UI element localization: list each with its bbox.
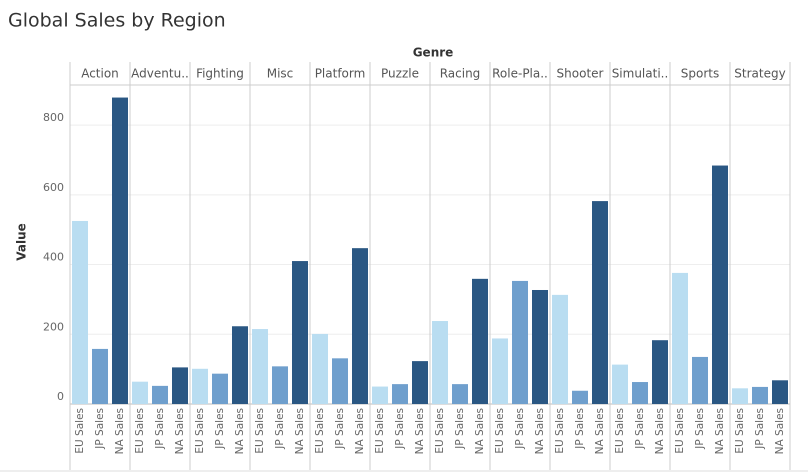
y-axis-title: Value: [15, 223, 29, 261]
bar: [272, 366, 288, 404]
x-tick-label: EU Sales: [314, 408, 326, 454]
x-tick-label: JP Sales: [634, 408, 646, 450]
bar: [392, 384, 408, 404]
bar: [352, 248, 368, 404]
x-tick-label: JP Sales: [694, 408, 706, 450]
x-tick-label: EU Sales: [254, 408, 266, 454]
x-tick-label: JP Sales: [154, 408, 166, 450]
bar: [232, 326, 248, 404]
bar: [372, 386, 388, 404]
x-tick-label: JP Sales: [94, 408, 106, 450]
bar: [172, 367, 188, 404]
bar: [492, 338, 508, 404]
bar: [712, 165, 728, 404]
bar: [732, 388, 748, 404]
x-tick-label: EU Sales: [734, 408, 746, 454]
bar: [412, 361, 428, 404]
x-tick-label: JP Sales: [514, 408, 526, 450]
y-tick-label: 800: [43, 111, 64, 124]
x-tick-label: JP Sales: [394, 408, 406, 450]
genre-label: Platform: [315, 67, 366, 81]
bar: [592, 201, 608, 404]
genre-label: Role-Pla..: [492, 67, 548, 81]
x-tick-label: NA Sales: [534, 408, 546, 454]
y-tick-label: 600: [43, 181, 64, 194]
bar: [292, 261, 308, 404]
genre-label: Simulati..: [612, 67, 669, 81]
bar: [532, 289, 548, 404]
x-tick-label: NA Sales: [354, 408, 366, 454]
bar: [92, 348, 108, 404]
y-tick-label: 0: [57, 390, 64, 403]
bar: [432, 321, 448, 404]
x-tick-label: EU Sales: [134, 408, 146, 454]
chart-title: Global Sales by Region: [8, 10, 226, 32]
bar: [132, 381, 148, 404]
bar: [452, 384, 468, 404]
x-tick-label: EU Sales: [494, 408, 506, 454]
x-tick-label: NA Sales: [774, 408, 786, 454]
bar: [252, 329, 268, 404]
x-tick-label: NA Sales: [714, 408, 726, 454]
x-tick-label: NA Sales: [294, 408, 306, 454]
x-tick-label: JP Sales: [274, 408, 286, 450]
x-tick-label: JP Sales: [214, 408, 226, 450]
bar: [512, 280, 528, 404]
bar: [112, 97, 128, 405]
bar: [332, 358, 348, 404]
x-tick-label: NA Sales: [594, 408, 606, 454]
x-tick-label: EU Sales: [674, 408, 686, 454]
bar: [72, 220, 88, 404]
x-tick-label: EU Sales: [614, 408, 626, 454]
bar: [632, 382, 648, 404]
genre-label: Sports: [681, 67, 719, 81]
genre-label: Fighting: [196, 67, 244, 81]
x-tick-label: JP Sales: [754, 408, 766, 450]
x-tick-label: EU Sales: [434, 408, 446, 454]
bar: [692, 356, 708, 404]
bar: [612, 364, 628, 404]
genre-label: Shooter: [557, 67, 604, 81]
x-tick-label: JP Sales: [334, 408, 346, 450]
genre-label: Action: [81, 67, 119, 81]
x-tick-label: EU Sales: [374, 408, 386, 454]
x-tick-label: NA Sales: [654, 408, 666, 454]
bar: [752, 386, 768, 404]
genre-label: Racing: [440, 67, 481, 81]
x-axis-title: Genre: [413, 46, 454, 60]
bar: [772, 380, 788, 404]
x-tick-label: EU Sales: [194, 408, 206, 454]
x-tick-label: JP Sales: [574, 408, 586, 450]
bar: [192, 368, 208, 404]
genre-label: Adventu..: [131, 67, 189, 81]
bar: [552, 294, 568, 404]
bar: [152, 385, 168, 404]
bar: [312, 333, 328, 404]
bar: [212, 373, 228, 404]
genre-label: Misc: [267, 67, 294, 81]
x-tick-label: JP Sales: [454, 408, 466, 450]
genre-label: Puzzle: [381, 67, 419, 81]
genre-label: Strategy: [734, 67, 785, 81]
x-tick-label: NA Sales: [414, 408, 426, 454]
bar: [572, 390, 588, 404]
x-tick-label: NA Sales: [474, 408, 486, 454]
x-tick-label: NA Sales: [174, 408, 186, 454]
y-tick-label: 200: [43, 320, 64, 333]
x-tick-label: NA Sales: [234, 408, 246, 454]
x-tick-label: EU Sales: [554, 408, 566, 454]
x-tick-label: NA Sales: [114, 408, 126, 454]
bar: [652, 340, 668, 404]
x-tick-label: EU Sales: [74, 408, 86, 454]
bar: [472, 278, 488, 404]
bar: [672, 272, 688, 404]
y-tick-label: 400: [43, 251, 64, 264]
